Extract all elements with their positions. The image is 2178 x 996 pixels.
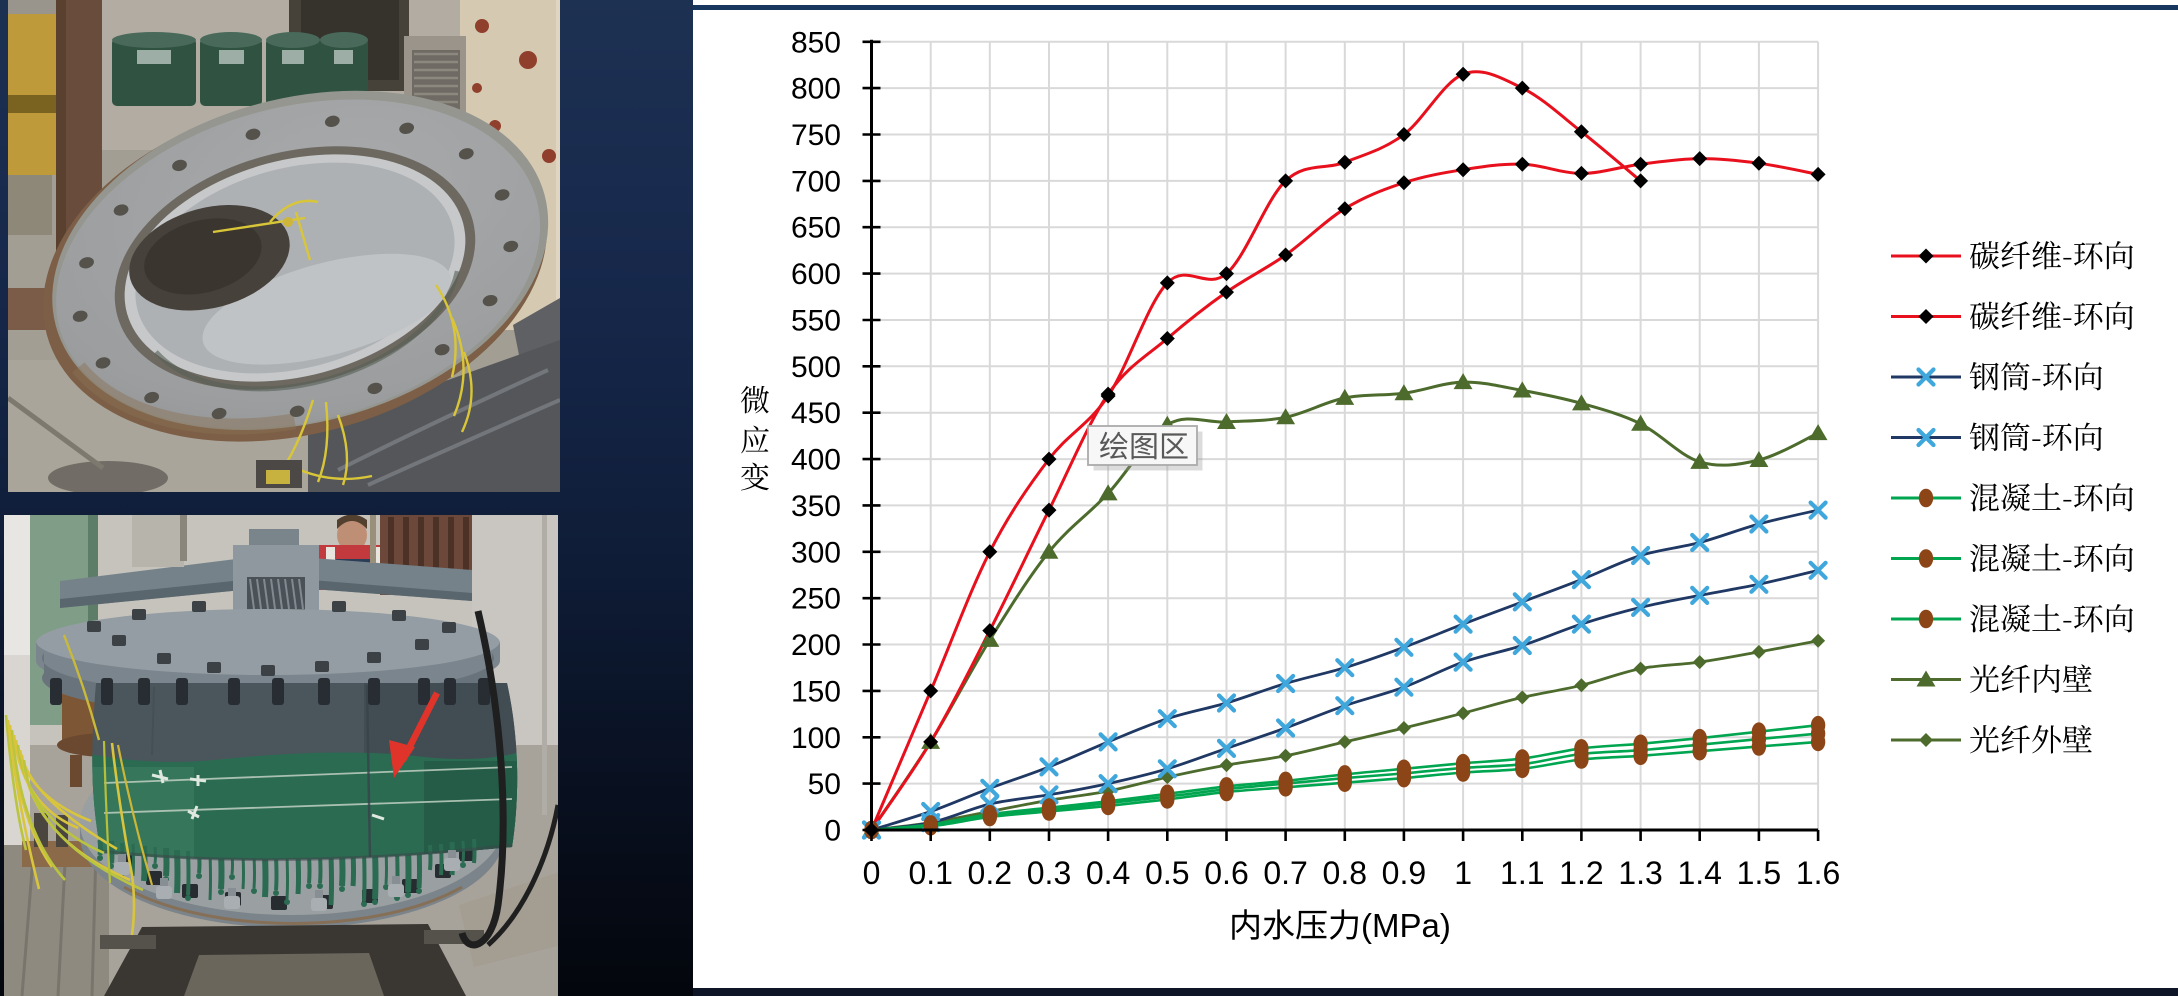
svg-text:1.1: 1.1 (1500, 855, 1544, 891)
svg-text:800: 800 (791, 73, 841, 106)
svg-text:1: 1 (1454, 855, 1472, 891)
svg-text:550: 550 (791, 305, 841, 338)
svg-text:0.1: 0.1 (908, 855, 952, 891)
svg-text:0.6: 0.6 (1204, 855, 1248, 891)
svg-text:750: 750 (791, 119, 841, 152)
svg-text:0.5: 0.5 (1145, 855, 1189, 891)
svg-text:1.3: 1.3 (1618, 855, 1662, 891)
svg-text:0.9: 0.9 (1382, 855, 1426, 891)
svg-text:0: 0 (824, 815, 841, 848)
svg-text:600: 600 (791, 258, 841, 291)
svg-text:0.4: 0.4 (1086, 855, 1130, 891)
svg-text:650: 650 (791, 212, 841, 245)
svg-text:450: 450 (791, 397, 841, 430)
svg-text:50: 50 (808, 768, 841, 801)
svg-text:500: 500 (791, 351, 841, 384)
svg-text:1.5: 1.5 (1737, 855, 1781, 891)
svg-text:850: 850 (791, 26, 841, 59)
svg-text:0: 0 (863, 855, 881, 891)
svg-text:300: 300 (791, 536, 841, 569)
svg-text:1.4: 1.4 (1677, 855, 1721, 891)
svg-text:700: 700 (791, 165, 841, 198)
svg-text:250: 250 (791, 583, 841, 616)
svg-text:1.2: 1.2 (1559, 855, 1603, 891)
svg-text:100: 100 (791, 722, 841, 755)
svg-text:350: 350 (791, 490, 841, 523)
svg-text:(MPa): (MPa) (1361, 907, 1451, 944)
svg-text:200: 200 (791, 629, 841, 662)
svg-text:400: 400 (791, 444, 841, 477)
svg-text:0.2: 0.2 (968, 855, 1012, 891)
svg-text:150: 150 (791, 675, 841, 708)
svg-text:0.7: 0.7 (1263, 855, 1307, 891)
svg-text:1.6: 1.6 (1796, 855, 1840, 891)
svg-text:0.3: 0.3 (1027, 855, 1071, 891)
svg-text:0.8: 0.8 (1323, 855, 1367, 891)
